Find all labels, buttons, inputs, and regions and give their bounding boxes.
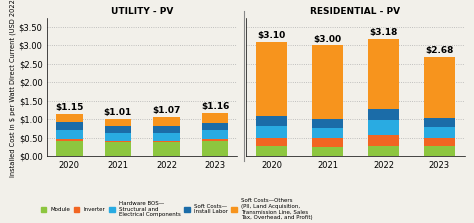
Bar [56,130,83,139]
Bar [424,118,455,127]
Bar [312,128,343,138]
Bar [201,113,228,123]
Bar [368,146,399,156]
Text: $1.01: $1.01 [104,108,132,117]
Bar [105,132,131,141]
Bar [256,42,287,116]
Bar [105,141,131,142]
Bar [153,142,180,156]
Bar [201,139,228,141]
Bar [153,132,180,141]
Text: $3.10: $3.10 [258,31,286,40]
Bar [312,147,343,156]
Text: $3.00: $3.00 [313,35,342,44]
Bar [424,138,455,146]
Bar [153,141,180,142]
Bar [201,123,228,130]
Bar [312,45,343,119]
Text: $1.16: $1.16 [201,103,229,112]
Title: RESIDENTIAL - PV: RESIDENTIAL - PV [310,7,401,16]
Bar [153,126,180,132]
Bar [368,109,399,120]
Bar [312,138,343,147]
Bar [424,127,455,138]
Text: $2.68: $2.68 [425,46,454,56]
Bar [256,116,287,126]
Bar [153,117,180,126]
Bar [256,146,287,156]
Bar [368,120,399,135]
Bar [368,135,399,146]
Bar [105,119,131,126]
Bar [368,39,399,109]
Text: $3.18: $3.18 [369,28,398,37]
Bar [201,141,228,156]
Bar [105,126,131,132]
Bar [56,122,83,130]
Text: $1.15: $1.15 [55,103,83,112]
Title: UTILITY - PV: UTILITY - PV [111,7,173,16]
Bar [424,146,455,156]
Bar [105,142,131,156]
Bar [201,130,228,139]
Legend: Module, Inverter, Hardware BOS—
Structural and
Electrical Components, Soft Costs: Module, Inverter, Hardware BOS— Structur… [41,198,313,220]
Bar [56,139,83,141]
Bar [256,138,287,146]
Bar [312,119,343,128]
Text: $1.07: $1.07 [152,106,181,115]
Bar [56,114,83,122]
Bar [56,141,83,156]
Bar [256,126,287,138]
Y-axis label: Installed Cost in $ per Watt Direct Current (USD 2022): Installed Cost in $ per Watt Direct Curr… [9,0,16,177]
Bar [424,57,455,118]
